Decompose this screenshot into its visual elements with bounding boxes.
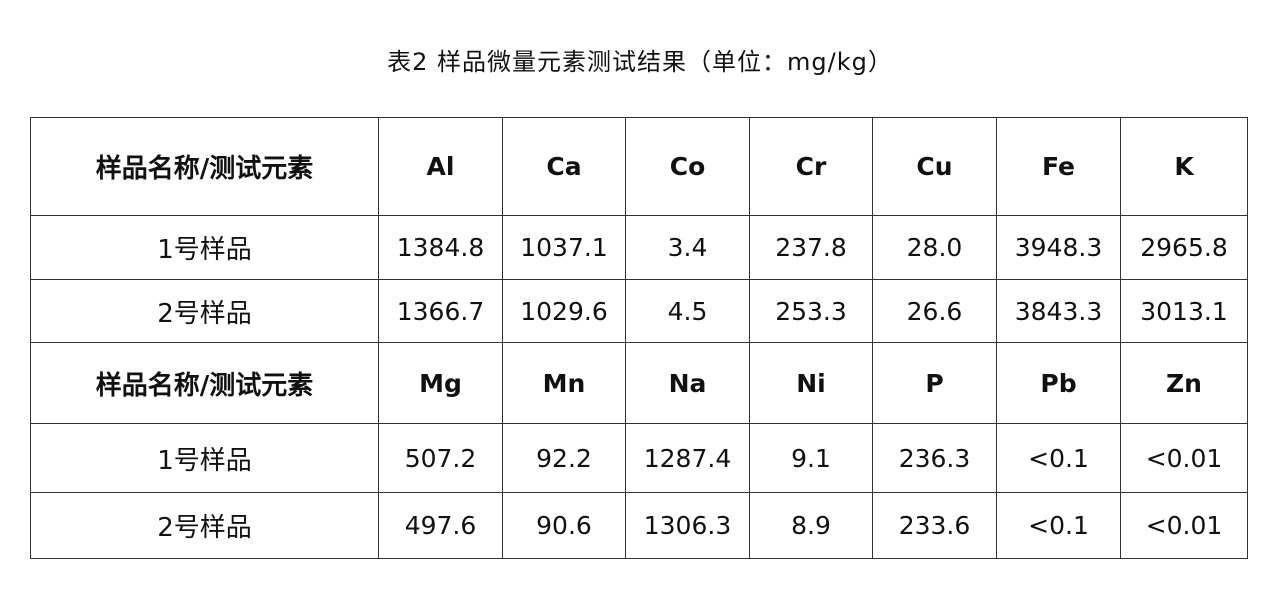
value-cell: 28.0 xyxy=(872,215,997,280)
value-cell: 1384.8 xyxy=(378,215,503,280)
table-row: 1号样品 507.2 92.2 1287.4 9.1 236.3 <0.1 <0.01 xyxy=(30,423,1248,493)
value-cell: 507.2 xyxy=(378,423,503,493)
value-cell: 3843.3 xyxy=(996,279,1121,343)
value-cell: 3013.1 xyxy=(1120,279,1248,343)
value-cell: 1366.7 xyxy=(378,279,503,343)
table-row: 2号样品 497.6 90.6 1306.3 8.9 233.6 <0.1 <0.01 xyxy=(30,492,1248,559)
element-header: Pb xyxy=(996,342,1121,424)
trace-element-table: 样品名称/测试元素 Al Ca Co Cr Cu Fe K 1号样品 1384.8 1037.1 3.… xyxy=(30,117,1248,559)
value-cell: 2965.8 xyxy=(1120,215,1248,280)
value-cell: 237.8 xyxy=(749,215,873,280)
element-header: K xyxy=(1120,117,1248,216)
value-cell: 3948.3 xyxy=(996,215,1121,280)
element-header: Ni xyxy=(749,342,873,424)
header-label: 样品名称/测试元素 xyxy=(30,342,379,424)
header-label: 样品名称/测试元素 xyxy=(30,117,379,216)
value-cell: 9.1 xyxy=(749,423,873,493)
value-cell: 8.9 xyxy=(749,492,873,559)
value-cell: 1037.1 xyxy=(502,215,626,280)
value-cell: <0.01 xyxy=(1120,423,1248,493)
value-cell: 1287.4 xyxy=(625,423,750,493)
element-header: Co xyxy=(625,117,750,216)
element-header: Zn xyxy=(1120,342,1248,424)
sample-name: 2号样品 xyxy=(30,279,379,343)
value-cell: <0.01 xyxy=(1120,492,1248,559)
element-header: Fe xyxy=(996,117,1121,216)
value-cell: 90.6 xyxy=(502,492,626,559)
value-cell: 3.4 xyxy=(625,215,750,280)
value-cell: 4.5 xyxy=(625,279,750,343)
sample-name: 1号样品 xyxy=(30,423,379,493)
value-cell: <0.1 xyxy=(996,423,1121,493)
sample-name: 1号样品 xyxy=(30,215,379,280)
value-cell: 497.6 xyxy=(378,492,503,559)
element-header: Cu xyxy=(872,117,997,216)
value-cell: 1029.6 xyxy=(502,279,626,343)
element-header: Cr xyxy=(749,117,873,216)
value-cell: 26.6 xyxy=(872,279,997,343)
table-row: 1号样品 1384.8 1037.1 3.4 237.8 28.0 3948.3 2965.8 xyxy=(30,215,1248,280)
element-header: Al xyxy=(378,117,503,216)
value-cell: 233.6 xyxy=(872,492,997,559)
element-header: P xyxy=(872,342,997,424)
header-row: 样品名称/测试元素 Mg Mn Na Ni P Pb Zn xyxy=(30,342,1248,424)
value-cell: 1306.3 xyxy=(625,492,750,559)
header-row: 样品名称/测试元素 Al Ca Co Cr Cu Fe K xyxy=(30,117,1248,216)
table-title: 表2 样品微量元素测试结果（单位：mg/kg） xyxy=(387,48,893,76)
element-header: Mg xyxy=(378,342,503,424)
value-cell: <0.1 xyxy=(996,492,1121,559)
value-cell: 236.3 xyxy=(872,423,997,493)
sample-name: 2号样品 xyxy=(30,492,379,559)
value-cell: 253.3 xyxy=(749,279,873,343)
table-row: 2号样品 1366.7 1029.6 4.5 253.3 26.6 3843.3 3013.1 xyxy=(30,279,1248,343)
element-header: Mn xyxy=(502,342,626,424)
element-header: Ca xyxy=(502,117,626,216)
value-cell: 92.2 xyxy=(502,423,626,493)
element-header: Na xyxy=(625,342,750,424)
